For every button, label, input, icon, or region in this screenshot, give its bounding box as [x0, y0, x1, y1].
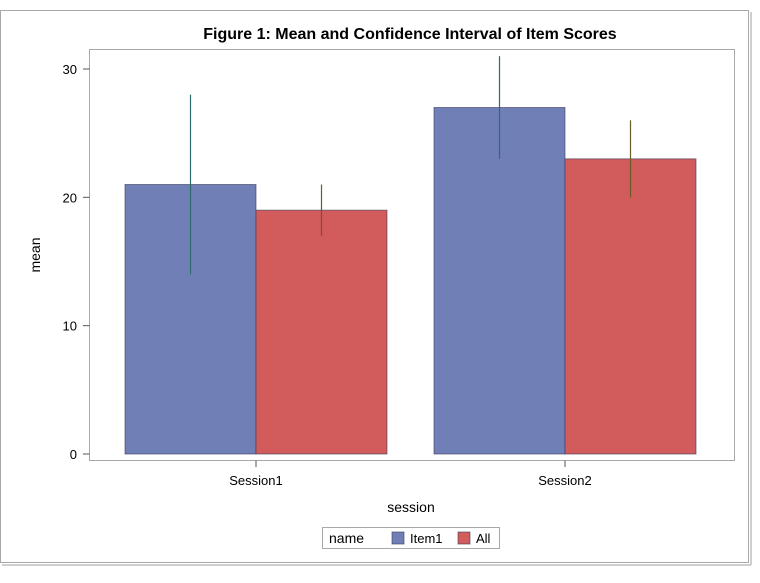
legend-items: Item1 All — [391, 531, 491, 546]
legend-swatch-item1 — [391, 531, 405, 545]
bar-all-session1 — [255, 209, 388, 455]
bars-group — [124, 107, 697, 455]
y-tick-label: 0 — [70, 447, 77, 462]
x-axis: Session1 Session2 — [229, 460, 592, 488]
bar-all-session2 — [564, 158, 697, 455]
legend-label-item1: Item1 — [410, 531, 443, 546]
x-tick-label: Session2 — [538, 473, 591, 488]
legend-swatch-all — [457, 531, 471, 545]
y-axis-label: mean — [27, 237, 43, 272]
bar-item1-session2 — [433, 107, 566, 455]
y-tick-label: 30 — [63, 62, 77, 77]
legend-label-all: All — [476, 531, 491, 546]
legend: name Item1 All — [322, 527, 500, 549]
y-tick-label: 10 — [63, 319, 77, 334]
legend-title: name — [329, 530, 364, 546]
error-bars-group — [189, 56, 632, 275]
y-axis: 0 10 20 30 — [63, 62, 90, 462]
x-tick-label: Session1 — [229, 473, 282, 488]
x-axis-label: session — [387, 499, 434, 515]
y-tick-label: 20 — [63, 190, 77, 205]
chart-title: Figure 1: Mean and Confidence Interval o… — [203, 26, 617, 43]
legend-box — [322, 527, 500, 549]
